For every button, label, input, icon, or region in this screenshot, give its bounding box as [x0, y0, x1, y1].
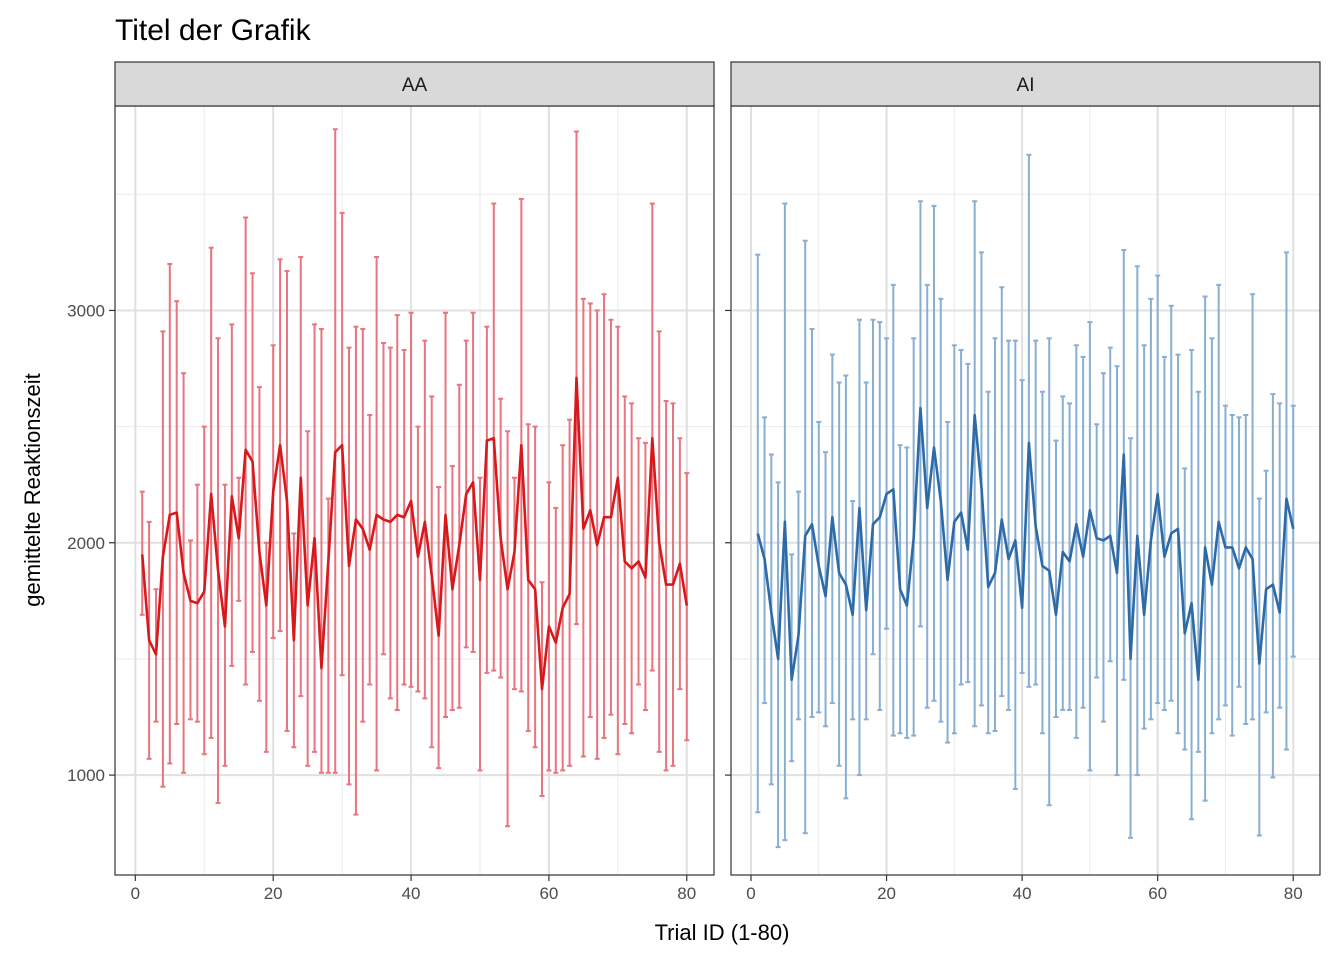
- errorbar: [139, 490, 145, 616]
- errorbar: [1236, 416, 1242, 688]
- y-axis: 1000 2000 3000: [67, 301, 105, 785]
- errorbar: [775, 481, 781, 849]
- chart-title: Titel der Grafik: [115, 14, 312, 47]
- errorbar: [1087, 321, 1093, 772]
- errorbar: [684, 472, 690, 742]
- facet-ai: AI 0 20 40 60 80: [725, 61, 1321, 903]
- errorbar: [795, 490, 801, 721]
- errorbar: [1026, 153, 1032, 688]
- errorbar: [511, 476, 517, 691]
- y-tick-label: 2000: [67, 534, 105, 553]
- errorbar: [477, 476, 483, 772]
- errorbar: [1229, 413, 1235, 737]
- errorbar: [1080, 355, 1086, 709]
- strip-label: AI: [1017, 75, 1035, 96]
- errorbar: [1148, 297, 1154, 721]
- x-tick-label: 40: [402, 884, 421, 903]
- strip-background: [730, 61, 1321, 107]
- errorbar: [1250, 293, 1256, 721]
- x-tick-label: 80: [677, 884, 696, 903]
- errorbar: [999, 286, 1005, 698]
- errorbar: [422, 339, 428, 700]
- errorbar: [594, 309, 600, 760]
- errorbar: [1256, 497, 1262, 837]
- errorbar: [380, 341, 386, 656]
- errorbar: [863, 381, 869, 721]
- mean-line-aa: [140, 376, 689, 691]
- x-tick-label: 80: [1284, 884, 1303, 903]
- errorbar: [415, 425, 421, 693]
- errorbar: [1012, 339, 1018, 791]
- errorbar: [870, 318, 876, 656]
- errorbar: [484, 325, 490, 674]
- y-axis-title: gemittelte Reaktionszeit: [20, 373, 45, 607]
- errorbar: [856, 318, 862, 777]
- x-tick-label: 60: [539, 884, 558, 903]
- panel-background: [731, 106, 1320, 875]
- errorbar: [965, 362, 971, 684]
- x-axis-title: Trial ID (1-80): [655, 920, 790, 945]
- strip-background: [114, 61, 715, 107]
- errorbar: [1182, 467, 1188, 751]
- errorbar: [1073, 344, 1079, 739]
- errorbar: [1195, 390, 1201, 753]
- x-tick-label: 0: [746, 884, 755, 903]
- errorbar: [1216, 283, 1222, 721]
- errorbar: [1155, 274, 1161, 705]
- facet-aa: AA 0 20 40 60 80: [109, 61, 715, 903]
- errorbar: [1290, 404, 1296, 658]
- errorbar: [884, 337, 890, 630]
- errorbar: [532, 425, 538, 749]
- errorbar: [1189, 348, 1195, 821]
- mean-line-ai: [756, 406, 1295, 682]
- errorbar: [1053, 439, 1059, 719]
- errorbar: [360, 328, 366, 723]
- x-tick-label: 60: [1148, 884, 1167, 903]
- panel-background: [115, 106, 714, 875]
- y-tick-label: 3000: [67, 301, 105, 320]
- errorbar: [972, 200, 978, 728]
- y-tick-label: 1000: [67, 766, 105, 785]
- errorbar: [1161, 355, 1167, 712]
- errorbar: [1107, 346, 1113, 663]
- errorbar: [394, 314, 400, 712]
- errorbar: [1168, 304, 1174, 702]
- errorbar: [505, 430, 511, 828]
- errorbar: [187, 539, 193, 721]
- x-tick-label: 40: [1013, 884, 1032, 903]
- errorbar: [1222, 404, 1228, 707]
- errorbar: [615, 325, 621, 756]
- errorbar: [951, 344, 957, 735]
- errorbar: [318, 328, 324, 774]
- errorbar: [1006, 339, 1012, 712]
- errorbar: [1094, 423, 1100, 679]
- errorbar: [1019, 379, 1025, 674]
- x-tick-label: 20: [264, 884, 283, 903]
- errorbar: [1134, 265, 1140, 777]
- errorbar: [263, 541, 269, 753]
- errorbar: [985, 390, 991, 735]
- facet-panels: AA 0 20 40 60 80 AI 0 20 40 60 80: [109, 61, 1321, 903]
- errorbar: [1243, 413, 1249, 725]
- errorbar: [1141, 344, 1147, 730]
- errorbar: [1100, 372, 1106, 723]
- errorbar: [1209, 337, 1215, 735]
- errorbar: [353, 325, 359, 816]
- x-tick-label: 20: [877, 884, 896, 903]
- errorbar: [992, 337, 998, 732]
- x-tick-label: 0: [131, 884, 140, 903]
- strip-label: AA: [402, 75, 428, 96]
- errorbar: [890, 283, 896, 737]
- errorbar: [1277, 402, 1283, 709]
- errorbar: [945, 420, 951, 744]
